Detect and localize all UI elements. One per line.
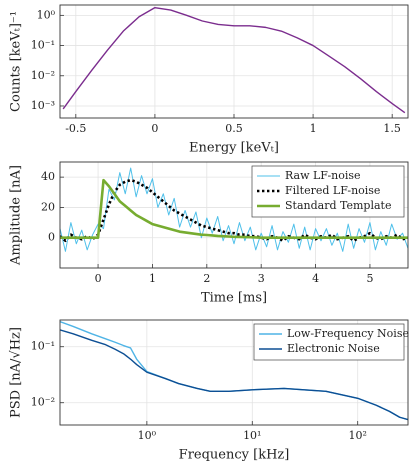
- x-tick-label: 10²: [348, 429, 366, 442]
- legend-label: Raw LF-noise: [285, 169, 361, 182]
- legend-label: Low-Frequency Noise: [287, 327, 409, 340]
- x-tick-label: 10⁰: [138, 429, 157, 442]
- x-tick-label: 1.5: [383, 122, 401, 135]
- y-tick-label: 10⁻¹: [31, 340, 55, 353]
- x-tick-label: 3: [258, 272, 265, 285]
- x-tick-label: 0: [151, 122, 158, 135]
- y-axis-label: Amplitude [nA]: [9, 165, 24, 266]
- y-tick-label: 10⁰: [37, 8, 56, 21]
- y-axis-label: Counts [keVₜ]⁻¹: [9, 11, 24, 112]
- x-tick-label: 0.5: [225, 122, 243, 135]
- x-axis-label: Energy [keVₜ]: [189, 141, 279, 156]
- x-tick-label: 5: [366, 272, 373, 285]
- series-line: [60, 167, 408, 252]
- y-tick-label: 10⁻³: [31, 99, 55, 112]
- y-tick-label: 40: [41, 170, 55, 183]
- series-line: [60, 329, 408, 421]
- y-tick-label: 10⁻¹: [31, 39, 55, 52]
- x-tick-label: 1: [149, 272, 156, 285]
- x-tick-label: 0: [95, 272, 102, 285]
- y-tick-label: 20: [41, 200, 55, 213]
- x-tick-label: -0.5: [65, 122, 86, 135]
- legend-label: Electronic Noise: [287, 342, 380, 355]
- x-axis-label: Time [ms]: [201, 291, 267, 306]
- legend-label: Filtered LF-noise: [285, 184, 380, 197]
- x-tick-label: 1: [310, 122, 317, 135]
- legend-box: [253, 323, 405, 361]
- y-axis-label: PSD [nA/√Hz]: [9, 327, 24, 418]
- x-axis-label: Frequency [kHz]: [179, 448, 290, 463]
- x-tick-label: 2: [203, 272, 210, 285]
- plot-frame: [59, 161, 409, 269]
- plot-frame: [59, 319, 409, 426]
- y-tick-label: 10⁻²: [31, 69, 55, 82]
- series-line: [60, 178, 408, 240]
- series-line: [62, 6, 406, 114]
- x-tick-label: 4: [312, 272, 319, 285]
- y-tick-label: 10⁻²: [31, 396, 55, 409]
- series-line: [60, 178, 408, 243]
- legend-label: Standard Template: [285, 199, 391, 212]
- x-tick-label: 10¹: [243, 429, 261, 442]
- y-tick-label: 0: [48, 231, 55, 244]
- plot-frame: [59, 4, 409, 119]
